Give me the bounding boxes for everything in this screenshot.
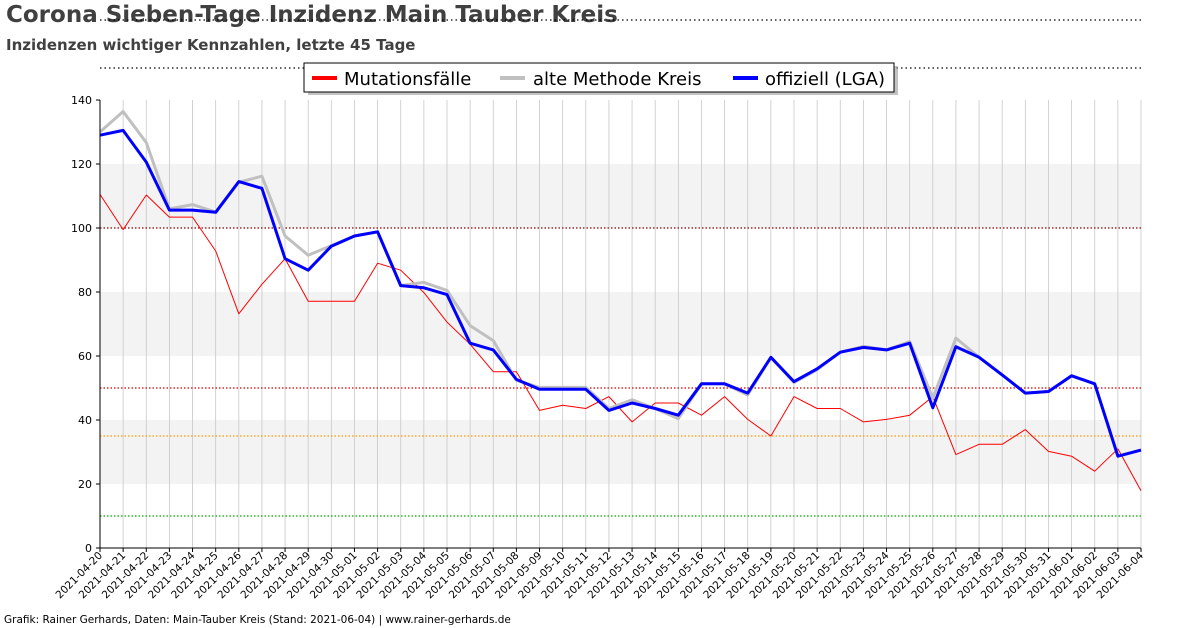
page-title: Corona Sieben-Tage Inzidenz Main Tauber … xyxy=(6,2,618,28)
page-subtitle: Inzidenzen wichtiger Kennzahlen, letzte … xyxy=(6,36,416,54)
y-tick-label: 140 xyxy=(71,94,92,107)
header-dotted-lines xyxy=(100,19,1141,69)
series-line xyxy=(99,128,1142,458)
series-line xyxy=(99,194,1142,491)
shaded-band xyxy=(100,164,1141,228)
shaded-band xyxy=(100,292,1141,356)
legend-label: alte Methode Kreis xyxy=(533,69,701,90)
series-line xyxy=(99,110,1142,458)
y-tick-label: 0 xyxy=(85,542,92,555)
y-tick-labels: 0 20 40 60 80 100 120 140 xyxy=(71,94,100,555)
legend-label: offiziell (LGA) xyxy=(765,69,885,90)
series-lines xyxy=(99,110,1142,491)
y-tick-label: 40 xyxy=(78,414,92,427)
y-tick-label: 20 xyxy=(78,478,92,491)
shaded-band xyxy=(100,420,1141,484)
legend: Mutationsfälle alte Methode Kreis offiziel… xyxy=(303,62,898,95)
y-tick-label: 60 xyxy=(78,350,92,363)
shaded-bands xyxy=(100,164,1141,484)
y-tick-label: 120 xyxy=(71,158,92,171)
y-tick-label: 100 xyxy=(71,222,92,235)
axes xyxy=(99,100,1141,549)
y-tick-label: 80 xyxy=(78,286,92,299)
legend-box xyxy=(303,62,895,93)
legend-label: Mutationsfälle xyxy=(344,69,471,90)
footer-credit: Grafik: Rainer Gerhards, Daten: Main-Tau… xyxy=(4,614,511,626)
x-tick-labels: 2021-04-202021-04-212021-04-222021-04-23… xyxy=(53,548,1146,601)
